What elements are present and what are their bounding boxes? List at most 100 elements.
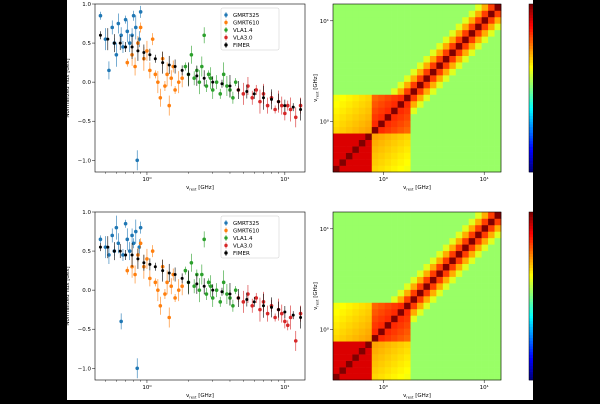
heatmap-cell [404, 159, 411, 166]
data-point-FIMER [269, 305, 273, 309]
heatmap-cell [339, 68, 347, 76]
heatmap-cell [417, 328, 424, 336]
heatmap-cell [462, 146, 469, 153]
data-point-VLA1.4 [221, 280, 226, 285]
heatmap-cell [494, 224, 502, 232]
heatmap-cell [475, 81, 482, 89]
heatmap-cell [339, 113, 347, 121]
colorbar-segment [529, 254, 537, 258]
heatmap-cell [345, 250, 353, 258]
heatmap-cell [417, 315, 424, 323]
heatmap-cell [429, 49, 437, 56]
heatmap-cell [455, 218, 463, 226]
heatmap-cell [365, 81, 373, 89]
heatmap-cell [417, 139, 424, 147]
data-point-FIMER [211, 288, 215, 292]
heatmap-cell [494, 75, 502, 82]
heatmap-cell [358, 165, 366, 173]
heatmap-cell [468, 94, 476, 102]
heatmap-cell [333, 49, 340, 56]
heat-x-axis-label: νrest [GHz] [403, 393, 431, 400]
heatmap-cell [449, 159, 457, 166]
heatmap-cell [352, 55, 360, 63]
heatmap-cell [429, 152, 437, 160]
heatmap-cell [449, 16, 457, 24]
heatmap-cell [436, 100, 444, 108]
colorbar-segment [529, 90, 537, 94]
heatmap-cell [481, 16, 489, 24]
heatmap-cell [333, 62, 340, 69]
heatmap-cell [442, 36, 450, 44]
heatmap-cell [475, 146, 482, 153]
heatmap-cell [494, 283, 502, 290]
heatmap-cell [429, 302, 437, 310]
heatmap-cell [481, 10, 489, 18]
heatmap-cell [384, 62, 392, 69]
heatmap-cell [397, 373, 405, 381]
heatmap-cell [391, 62, 398, 69]
heatmap-cell [345, 36, 353, 44]
heatmap-cell [494, 165, 502, 173]
heatmap-cell [417, 263, 424, 271]
heatmap-cell [378, 94, 385, 102]
data-point-FIMER [277, 100, 281, 104]
data-point-VLA3.0 [258, 99, 262, 104]
heatmap-cell [352, 341, 360, 348]
heatmap-cell [371, 321, 379, 329]
heatmap-cell [417, 321, 424, 329]
heatmap-cell [371, 367, 379, 374]
colorbar-segment [529, 163, 537, 167]
heatmap-cell [378, 231, 385, 239]
heatmap-cell [391, 321, 398, 329]
colorbar-segment [529, 166, 537, 170]
heatmap-cell [397, 328, 405, 336]
heatmap-cell [352, 94, 360, 102]
heatmap-cell [462, 165, 469, 173]
colorbar-segment [529, 32, 537, 36]
data-point-GMRT610 [165, 280, 169, 285]
data-point-GMRT325 [107, 68, 111, 73]
data-point-VLA3.0 [265, 311, 270, 316]
data-point-VLA1.4 [192, 284, 196, 289]
colorbar-segment [529, 102, 537, 106]
colorbar-segment [529, 268, 537, 272]
heatmap-cell [455, 347, 463, 355]
heatmap-cell [494, 88, 502, 95]
colorbar-segment [529, 54, 537, 58]
data-point-VLA1.4 [210, 296, 215, 300]
data-point-GMRT610 [148, 276, 152, 281]
heatmap-cell [468, 244, 476, 252]
heatmap-cell [423, 373, 431, 381]
heatmap-cell [417, 250, 424, 258]
heatmap-cell [481, 231, 489, 239]
heatmap-cell [410, 126, 418, 134]
heatmap-cell [468, 360, 476, 368]
heatmap-cell [378, 42, 385, 50]
heatmap-cell [371, 100, 379, 108]
heatmap-cell [423, 218, 431, 226]
heatmap-cell [352, 4, 360, 11]
heatmap-cell [455, 367, 463, 374]
heatmap-cell [429, 283, 437, 290]
heatmap-cell [468, 237, 476, 245]
heatmap-cell [345, 42, 353, 50]
heatmap-cell [481, 367, 489, 374]
heatmap-cell [378, 302, 385, 310]
heatmap-cell [442, 328, 450, 336]
heatmap-cell [475, 133, 482, 140]
heatmap-cell [462, 283, 469, 290]
heatmap-cell [455, 68, 463, 76]
data-point-VLA3.0 [293, 339, 298, 343]
heatmap-cell [417, 23, 424, 31]
heatmap-cell [417, 354, 424, 361]
heatmap-cell [481, 36, 489, 44]
data-point-VLA1.4 [218, 300, 223, 304]
heatmap-cell [494, 159, 502, 166]
heatmap-cell [371, 4, 379, 11]
heatmap-cell [345, 308, 353, 316]
heatmap-cell [488, 23, 495, 31]
heatmap-cell [339, 36, 347, 44]
x-tick-label: 10¹ [280, 384, 289, 391]
heatmap-cell [397, 231, 405, 239]
heatmap-cell [436, 308, 444, 316]
